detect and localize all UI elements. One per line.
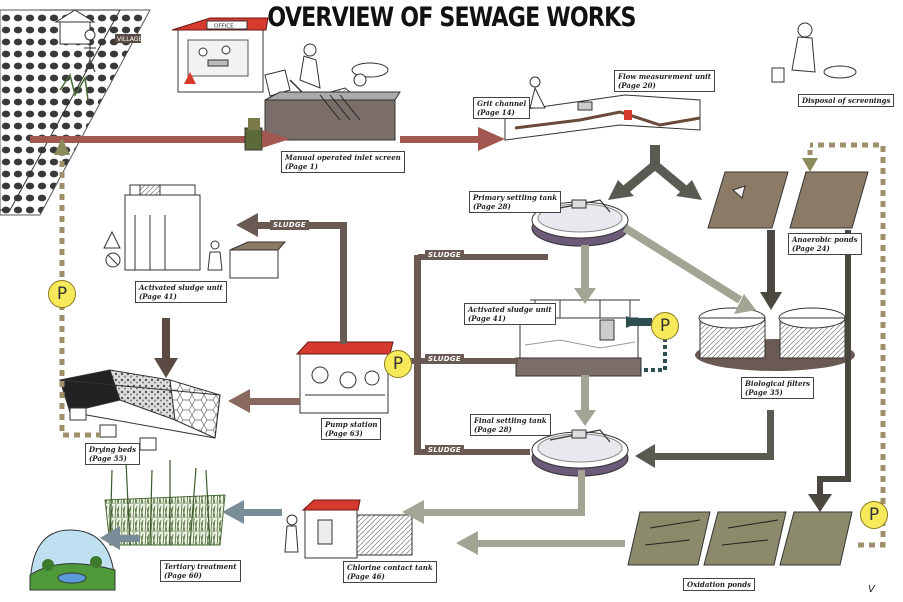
page-title: OVERVIEW OF SEWAGE WORKS xyxy=(267,2,636,33)
label-biological-filters: Biological filters (Page 35) xyxy=(741,377,815,399)
activated-sludge-unit-center xyxy=(515,299,642,377)
label-grit-channel: Grit channel (Page 14) xyxy=(473,97,531,119)
label-screenings: Disposal of screenings xyxy=(798,94,895,107)
label-page: (Page 1) xyxy=(285,162,318,171)
flow-oxidation-to-chlorine xyxy=(456,531,625,555)
landscape-dome xyxy=(29,529,116,591)
flow-final-to-chlorine xyxy=(402,470,585,524)
label-page: (Page 41) xyxy=(468,314,506,323)
anaerobic-ponds xyxy=(707,150,869,229)
label-page: (Page 14) xyxy=(477,108,515,117)
label-drying-beds: Drying beds (Page 55) xyxy=(85,443,141,465)
label-page: (Page 60) xyxy=(164,571,202,580)
sludge-tag: SLUDGE xyxy=(270,220,309,230)
label-page: (Page 35) xyxy=(745,388,783,397)
label-chlorine-contact: Chlorine contact tank (Page 46) xyxy=(343,561,437,583)
label-name: Pump station xyxy=(325,420,378,429)
label-name: Tertiary treatment xyxy=(164,562,237,571)
label-name: Final settling tank xyxy=(474,416,547,425)
flow-filters-to-final xyxy=(635,410,774,468)
village-illustration: VILLAGE xyxy=(0,9,151,216)
label-page: (Page 20) xyxy=(618,81,656,90)
label-name: Activated sludge unit xyxy=(139,283,223,292)
label-final-settling: Final settling tank (Page 28) xyxy=(470,414,551,436)
sludge-tag: SLUDGE xyxy=(425,250,464,260)
sludge-tag: SLUDGE xyxy=(425,445,464,455)
label-activated-sludge-left: Activated sludge unit (Page 41) xyxy=(135,281,227,303)
label-flow-measurement: Flow measurement unit (Page 20) xyxy=(614,70,716,92)
label-pump-station: Pump station (Page 63) xyxy=(321,418,382,440)
final-settling-tank xyxy=(531,429,629,477)
label-activated-sludge-center: Activated sludge unit (Page 41) xyxy=(464,303,556,325)
flow-primary-to-aeration xyxy=(574,245,596,304)
office-building: OFFICE xyxy=(171,17,269,93)
flow-anaerobic-to-oxidation xyxy=(808,230,851,512)
flow-ponds-to-filters xyxy=(760,230,782,310)
inlet-screen-channel xyxy=(264,91,401,141)
biological-filters xyxy=(695,307,855,371)
flow-pump-to-drying-beds xyxy=(228,389,300,413)
label-page: (Page 63) xyxy=(325,429,363,438)
label-name: Disposal of screenings xyxy=(802,96,891,105)
label-name: Activated sludge unit xyxy=(468,305,552,314)
label-name: Chlorine contact tank xyxy=(347,563,433,572)
label-name: Manual operated inlet screen xyxy=(285,153,401,162)
label-page: (Page 28) xyxy=(474,425,512,434)
dashed-drying-return xyxy=(54,138,100,438)
pump-symbol-station: P xyxy=(384,350,412,378)
activated-sludge-unit-left xyxy=(103,184,287,279)
flow-chlorine-to-tertiary xyxy=(100,500,282,550)
drying-beds xyxy=(59,369,221,451)
label-page: (Page 41) xyxy=(139,292,177,301)
label-inlet-screen: Manual operated inlet screen (Page 1) xyxy=(281,151,405,173)
label-name: Flow measurement unit xyxy=(618,72,712,81)
sewage-inflow xyxy=(30,118,505,151)
chlorine-contact-building xyxy=(284,499,413,559)
oxidation-ponds xyxy=(627,511,853,566)
sludge-tag: SLUDGE xyxy=(425,354,464,364)
label-tertiary-treatment: Tertiary treatment (Page 60) xyxy=(160,560,241,582)
grit-channel-unit xyxy=(504,76,701,141)
screenings-worker xyxy=(771,22,857,83)
flow-primary-to-filters xyxy=(622,224,756,314)
label-page: (Page 24) xyxy=(792,244,830,253)
label-anaerobic-ponds: Anaerobic ponds (Page 24) xyxy=(788,233,862,255)
flow-aeration-to-final xyxy=(574,375,596,426)
label-name: Oxidation ponds xyxy=(687,580,751,589)
dashed-screenings-return xyxy=(810,142,886,548)
splitter-flow xyxy=(608,145,702,200)
flow-sludge-unit-to-drying xyxy=(154,318,178,378)
label-page: (Page 46) xyxy=(347,572,385,581)
pump-symbol-screenings: P xyxy=(860,501,888,529)
label-name: Primary settling tank xyxy=(473,193,558,202)
label-name: Grit channel xyxy=(477,99,527,108)
label-primary-settling: Primary settling tank (Page 28) xyxy=(469,191,562,213)
label-page: (Page 55) xyxy=(89,454,127,463)
label-name: Drying beds xyxy=(89,445,137,454)
page-number: V xyxy=(868,584,875,595)
village-sign: VILLAGE xyxy=(117,36,142,43)
office-sign: OFFICE xyxy=(214,24,234,30)
pump-symbol-aeration: P xyxy=(651,312,679,340)
label-page: (Page 28) xyxy=(473,202,511,211)
return-pump-line xyxy=(626,316,667,372)
label-name: Biological filters xyxy=(745,379,811,388)
label-name: Anaerobic ponds xyxy=(792,235,858,244)
label-oxidation-ponds: Oxidation ponds xyxy=(683,578,755,591)
pump-station xyxy=(295,341,394,414)
pump-symbol-drying: P xyxy=(48,280,76,308)
tertiary-reedbed xyxy=(104,460,226,546)
